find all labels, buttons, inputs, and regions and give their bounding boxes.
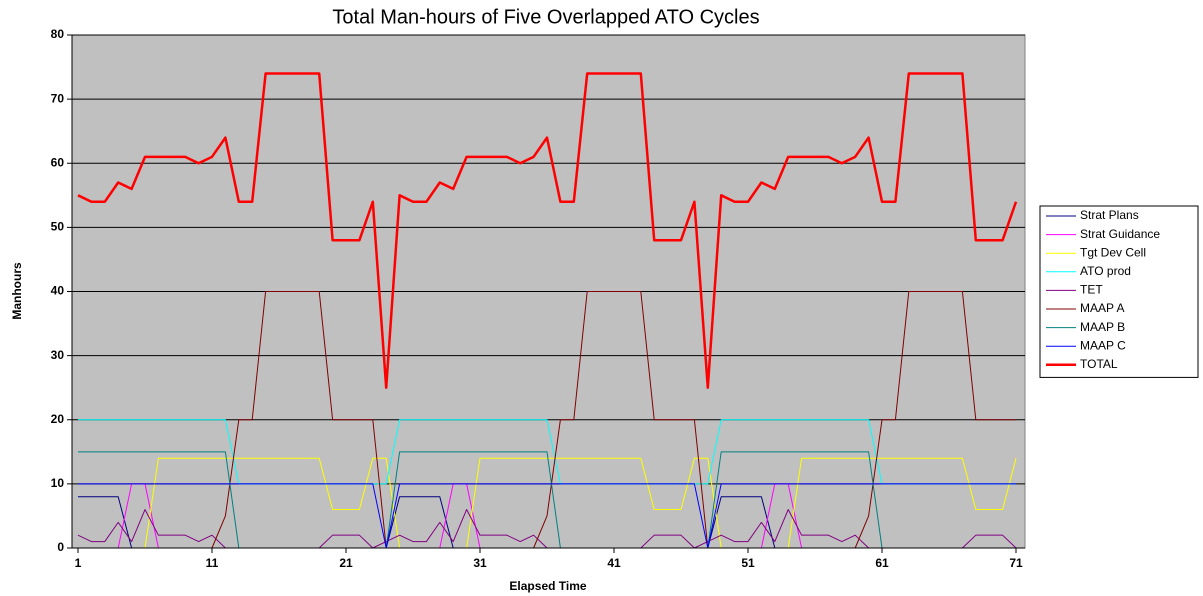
x-tick-label: 51: [741, 556, 755, 570]
legend-label: MAAP B: [1080, 320, 1125, 334]
series-line: [78, 419, 1016, 485]
legend-label: Strat Guidance: [1080, 227, 1160, 241]
legend-label: MAAP A: [1080, 301, 1124, 315]
y-axis-label: Manhours: [10, 262, 24, 320]
x-tick-label: 11: [206, 556, 219, 570]
y-tick-label: 40: [51, 284, 65, 298]
y-tick-label: 20: [51, 412, 65, 426]
y-tick-label: 60: [51, 155, 65, 169]
series-line: [78, 451, 1016, 549]
series-line: [78, 483, 1016, 549]
legend-label: Tgt Dev Cell: [1080, 245, 1146, 259]
y-tick-label: 10: [51, 476, 65, 490]
y-tick-label: 70: [51, 91, 65, 105]
legend-label: Strat Plans: [1080, 208, 1139, 222]
x-tick-label: 61: [875, 556, 889, 570]
legend-box: [1039, 205, 1199, 378]
x-tick-label: 41: [607, 556, 621, 570]
series-line: [77, 72, 1018, 389]
x-tick-label: 71: [1009, 556, 1023, 570]
y-tick-label: 50: [51, 220, 65, 234]
x-tick-label: 31: [473, 556, 487, 570]
y-tick-label: 80: [51, 27, 65, 41]
series-line: [78, 291, 1016, 549]
y-tick-label: 0: [57, 540, 64, 554]
legend-label: TOTAL: [1080, 357, 1118, 371]
x-axis-label: Elapsed Time: [509, 579, 586, 593]
x-tick-label: 21: [339, 556, 353, 570]
legend-label: ATO prod: [1080, 264, 1131, 278]
y-tick-label: 30: [51, 348, 65, 362]
series-line: [78, 457, 1017, 549]
legend-label: TET: [1080, 283, 1103, 297]
legend-label: MAAP C: [1080, 338, 1126, 352]
chart-title: Total Man-hours of Five Overlapped ATO C…: [332, 6, 759, 28]
x-tick-label: 1: [75, 556, 82, 570]
